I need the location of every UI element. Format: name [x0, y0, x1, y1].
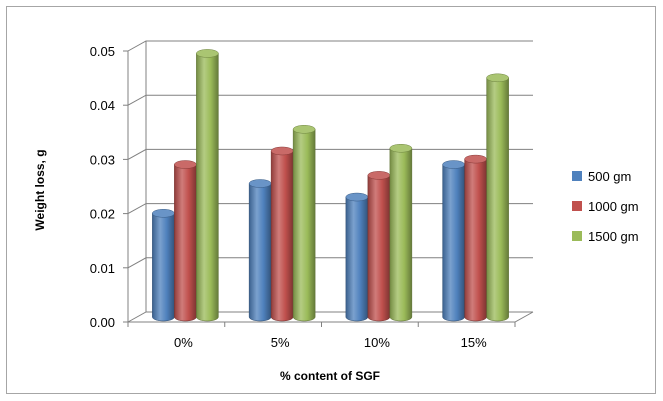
y-tick-label: 0.03 [90, 152, 115, 167]
legend-label: 500 gm [588, 169, 631, 184]
y-tick-label: 0.01 [90, 261, 115, 276]
y-axis-title: Weight loss, g [33, 149, 47, 230]
y-tick-label: 0.04 [90, 98, 115, 113]
bar [196, 49, 219, 322]
labels: 0.00 0.01 0.02 0.03 0.04 0.05 0% 5% 10% 15% % cont… [33, 44, 487, 383]
x-tick-label: 5% [271, 335, 290, 350]
legend: 500 gm 1000 gm 1500 gm [572, 169, 639, 244]
gridline [127, 40, 533, 52]
bar [248, 179, 272, 322]
axes [123, 41, 534, 327]
legend-label: 1000 gm [588, 199, 639, 214]
x-tick-label: 15% [461, 335, 487, 350]
gridline [127, 94, 533, 106]
legend-swatch [572, 171, 582, 181]
y-tick-label: 0.00 [90, 315, 115, 330]
legend-swatch [572, 231, 582, 241]
legend-item: 500 gm [572, 169, 631, 184]
y-tick-label: 0.05 [90, 44, 115, 59]
bar [174, 160, 197, 322]
bars [152, 49, 509, 322]
bar [270, 146, 294, 322]
bar [442, 160, 465, 322]
x-tick-label: 10% [364, 335, 390, 350]
chart-area [6, 6, 656, 394]
legend-item: 1500 gm [572, 229, 639, 244]
bar [345, 192, 369, 322]
bar [389, 144, 413, 322]
bar [292, 125, 316, 322]
bar [367, 171, 391, 322]
bar [486, 73, 509, 322]
legend-label: 1500 gm [588, 229, 639, 244]
bar [464, 154, 487, 322]
x-tick-label: 0% [174, 335, 193, 350]
legend-item: 1000 gm [572, 199, 639, 214]
legend-swatch [572, 201, 582, 211]
x-axis-title: % content of SGF [280, 369, 380, 383]
bar [152, 209, 175, 322]
y-tick-label: 0.02 [90, 207, 115, 222]
